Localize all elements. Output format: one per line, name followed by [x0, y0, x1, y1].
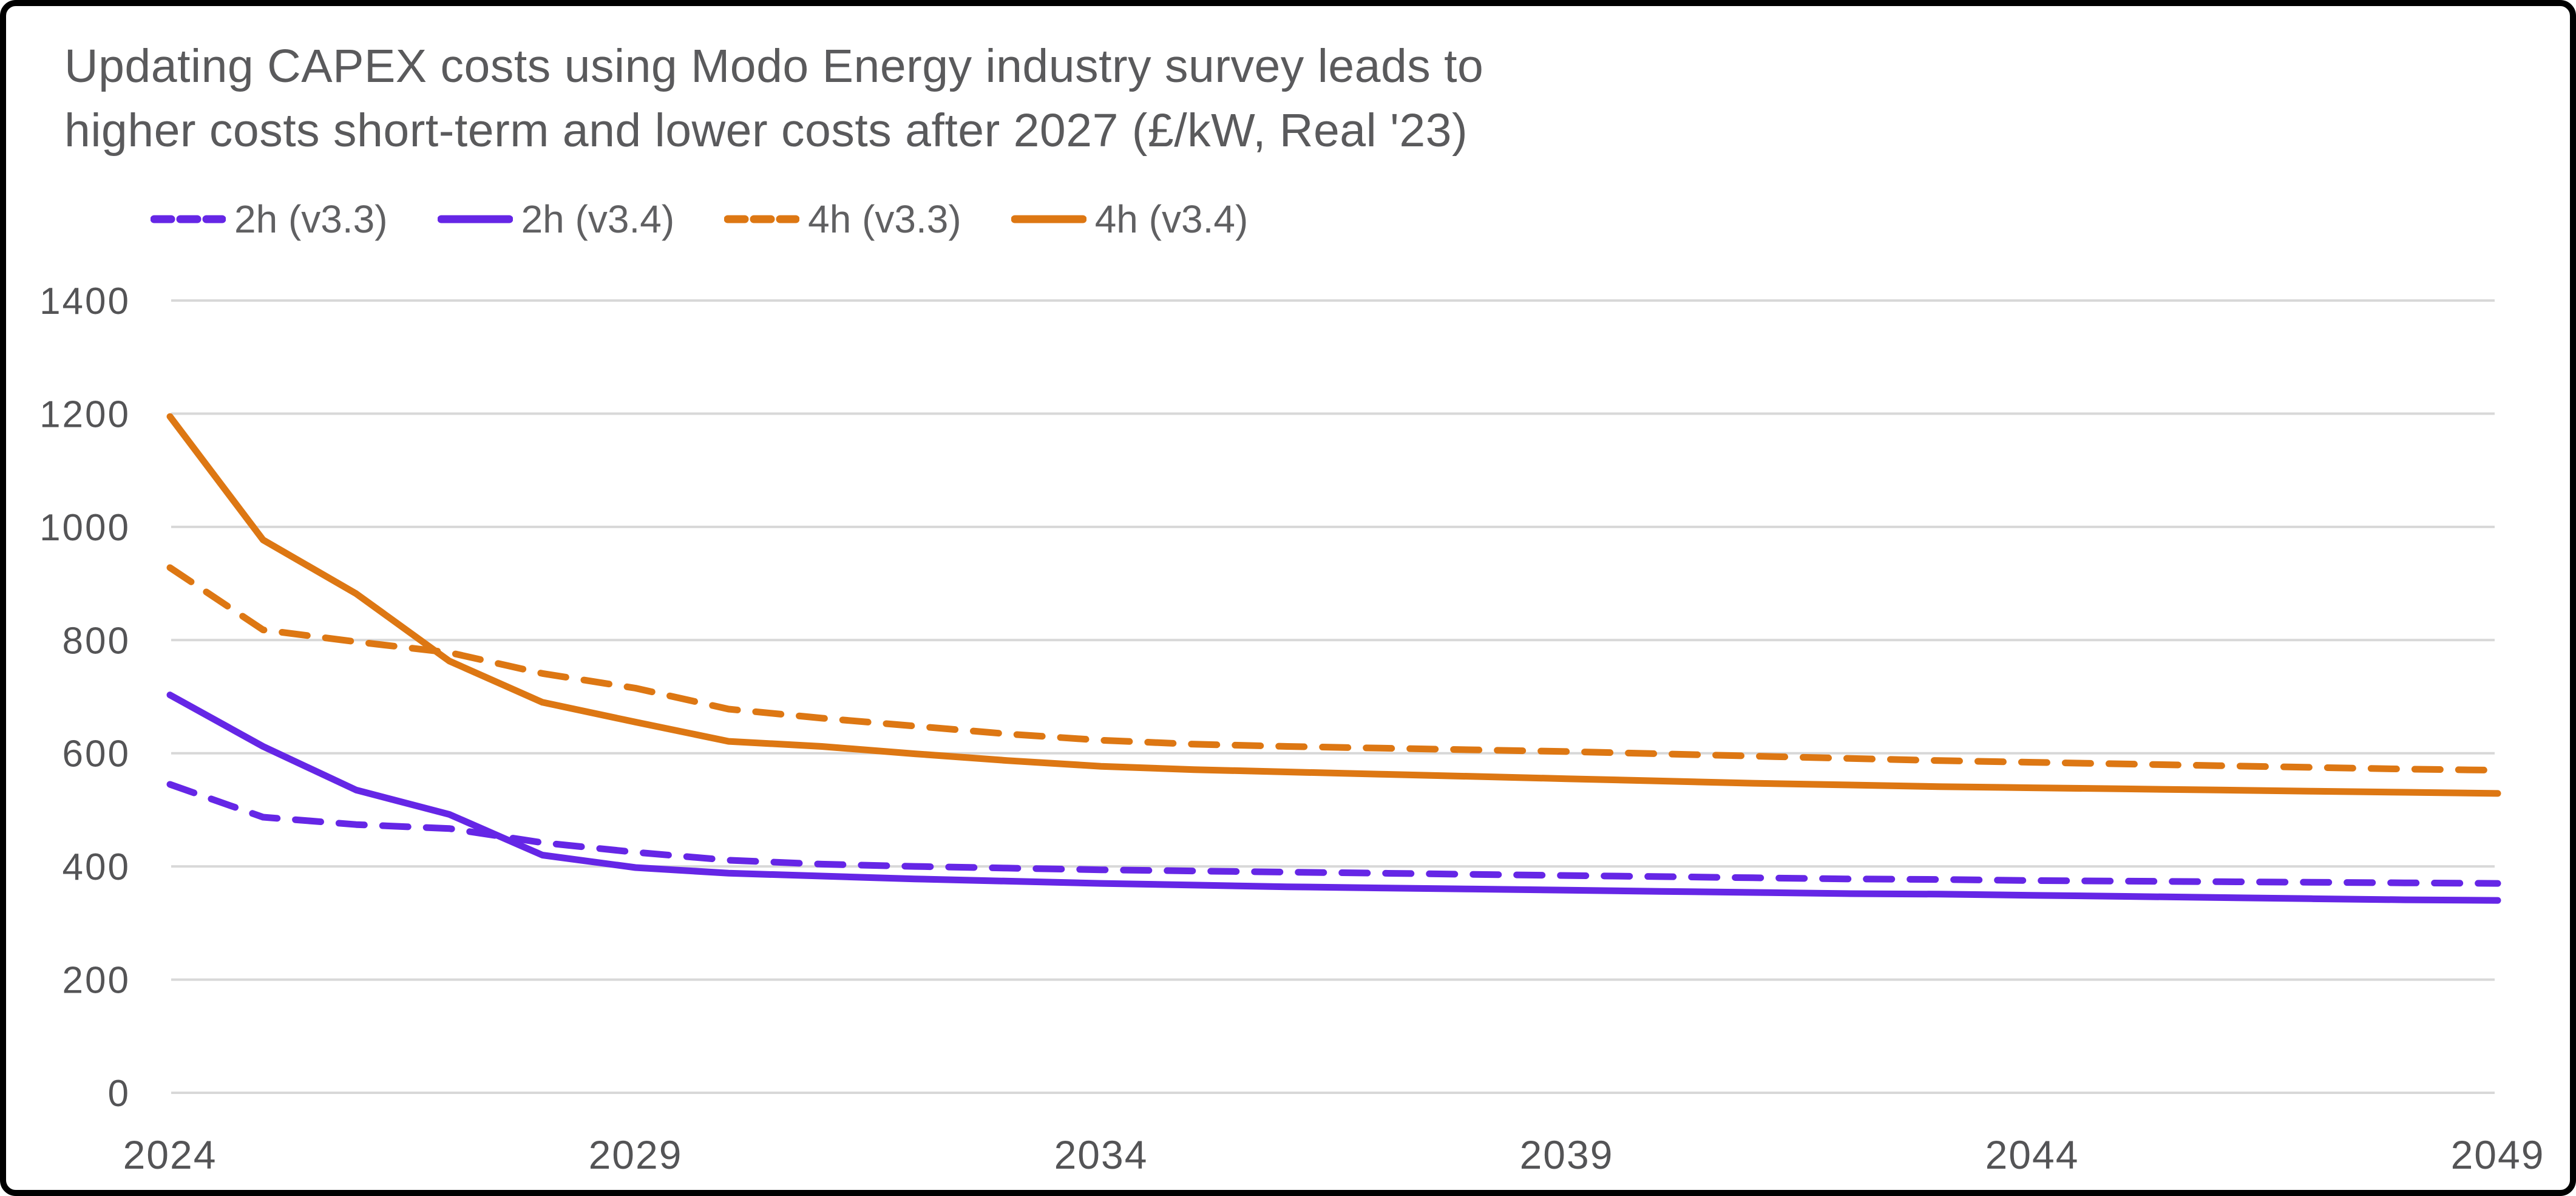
y-tick-label: 200 [63, 960, 130, 1002]
legend-item-label: 4h (v3.3) [808, 197, 961, 241]
legend-item-4h-v3.3-: 4h (v3.3) [724, 197, 961, 242]
legend-item-label: 2h (v3.3) [234, 197, 388, 241]
legend-item-2h-v3.4-: 2h (v3.4) [437, 197, 675, 242]
y-tick-label: 1400 [39, 280, 130, 322]
series-line-4h-v3.3- [166, 564, 2501, 774]
y-tick-label: 0 [108, 1073, 130, 1115]
y-tick-label: 1000 [39, 507, 130, 549]
x-tick-label: 2044 [1985, 1132, 2079, 1177]
y-tick-label: 600 [63, 733, 130, 775]
legend-item-4h-v3.4-: 4h (v3.4) [1011, 197, 1249, 242]
x-tick-label: 2039 [1520, 1132, 1614, 1177]
x-tick-label: 2029 [589, 1132, 683, 1177]
x-tick-label: 2034 [1054, 1132, 1148, 1177]
x-tick-label: 2049 [2451, 1132, 2545, 1177]
series-line-2h-v3.3- [166, 781, 2501, 887]
legend-swatch-dashed-icon [151, 215, 226, 223]
legend-swatch-solid-icon [1011, 215, 1086, 223]
y-tick-label: 400 [63, 846, 130, 888]
chart-title: Updating CAPEX costs using Modo Energy i… [64, 34, 1483, 163]
x-tick-label: 2024 [123, 1132, 217, 1177]
legend-item-label: 2h (v3.4) [521, 197, 675, 241]
y-tick-label: 1200 [39, 393, 130, 435]
series-line-4h-v3.4- [166, 413, 2501, 797]
y-tick-label: 800 [63, 620, 130, 662]
legend-swatch-dashed-icon [724, 215, 800, 223]
chart-legend: 2h (v3.3) 2h (v3.4) 4h (v3.3) 4h (v3.4) [151, 197, 1248, 242]
series-line-2h-v3.4- [166, 691, 2501, 904]
chart-title-line1: Updating CAPEX costs using Modo Energy i… [64, 40, 1484, 92]
legend-item-label: 4h (v3.4) [1094, 197, 1249, 241]
chart-title-line2: higher costs short-term and lower costs … [64, 104, 1468, 157]
legend-item-2h-v3.3-: 2h (v3.3) [151, 197, 388, 242]
legend-swatch-solid-icon [437, 215, 513, 223]
line-chart: 0 200 400 600 800 1000 1200 1400 2024 2029 2034 203… [39, 280, 2545, 1177]
